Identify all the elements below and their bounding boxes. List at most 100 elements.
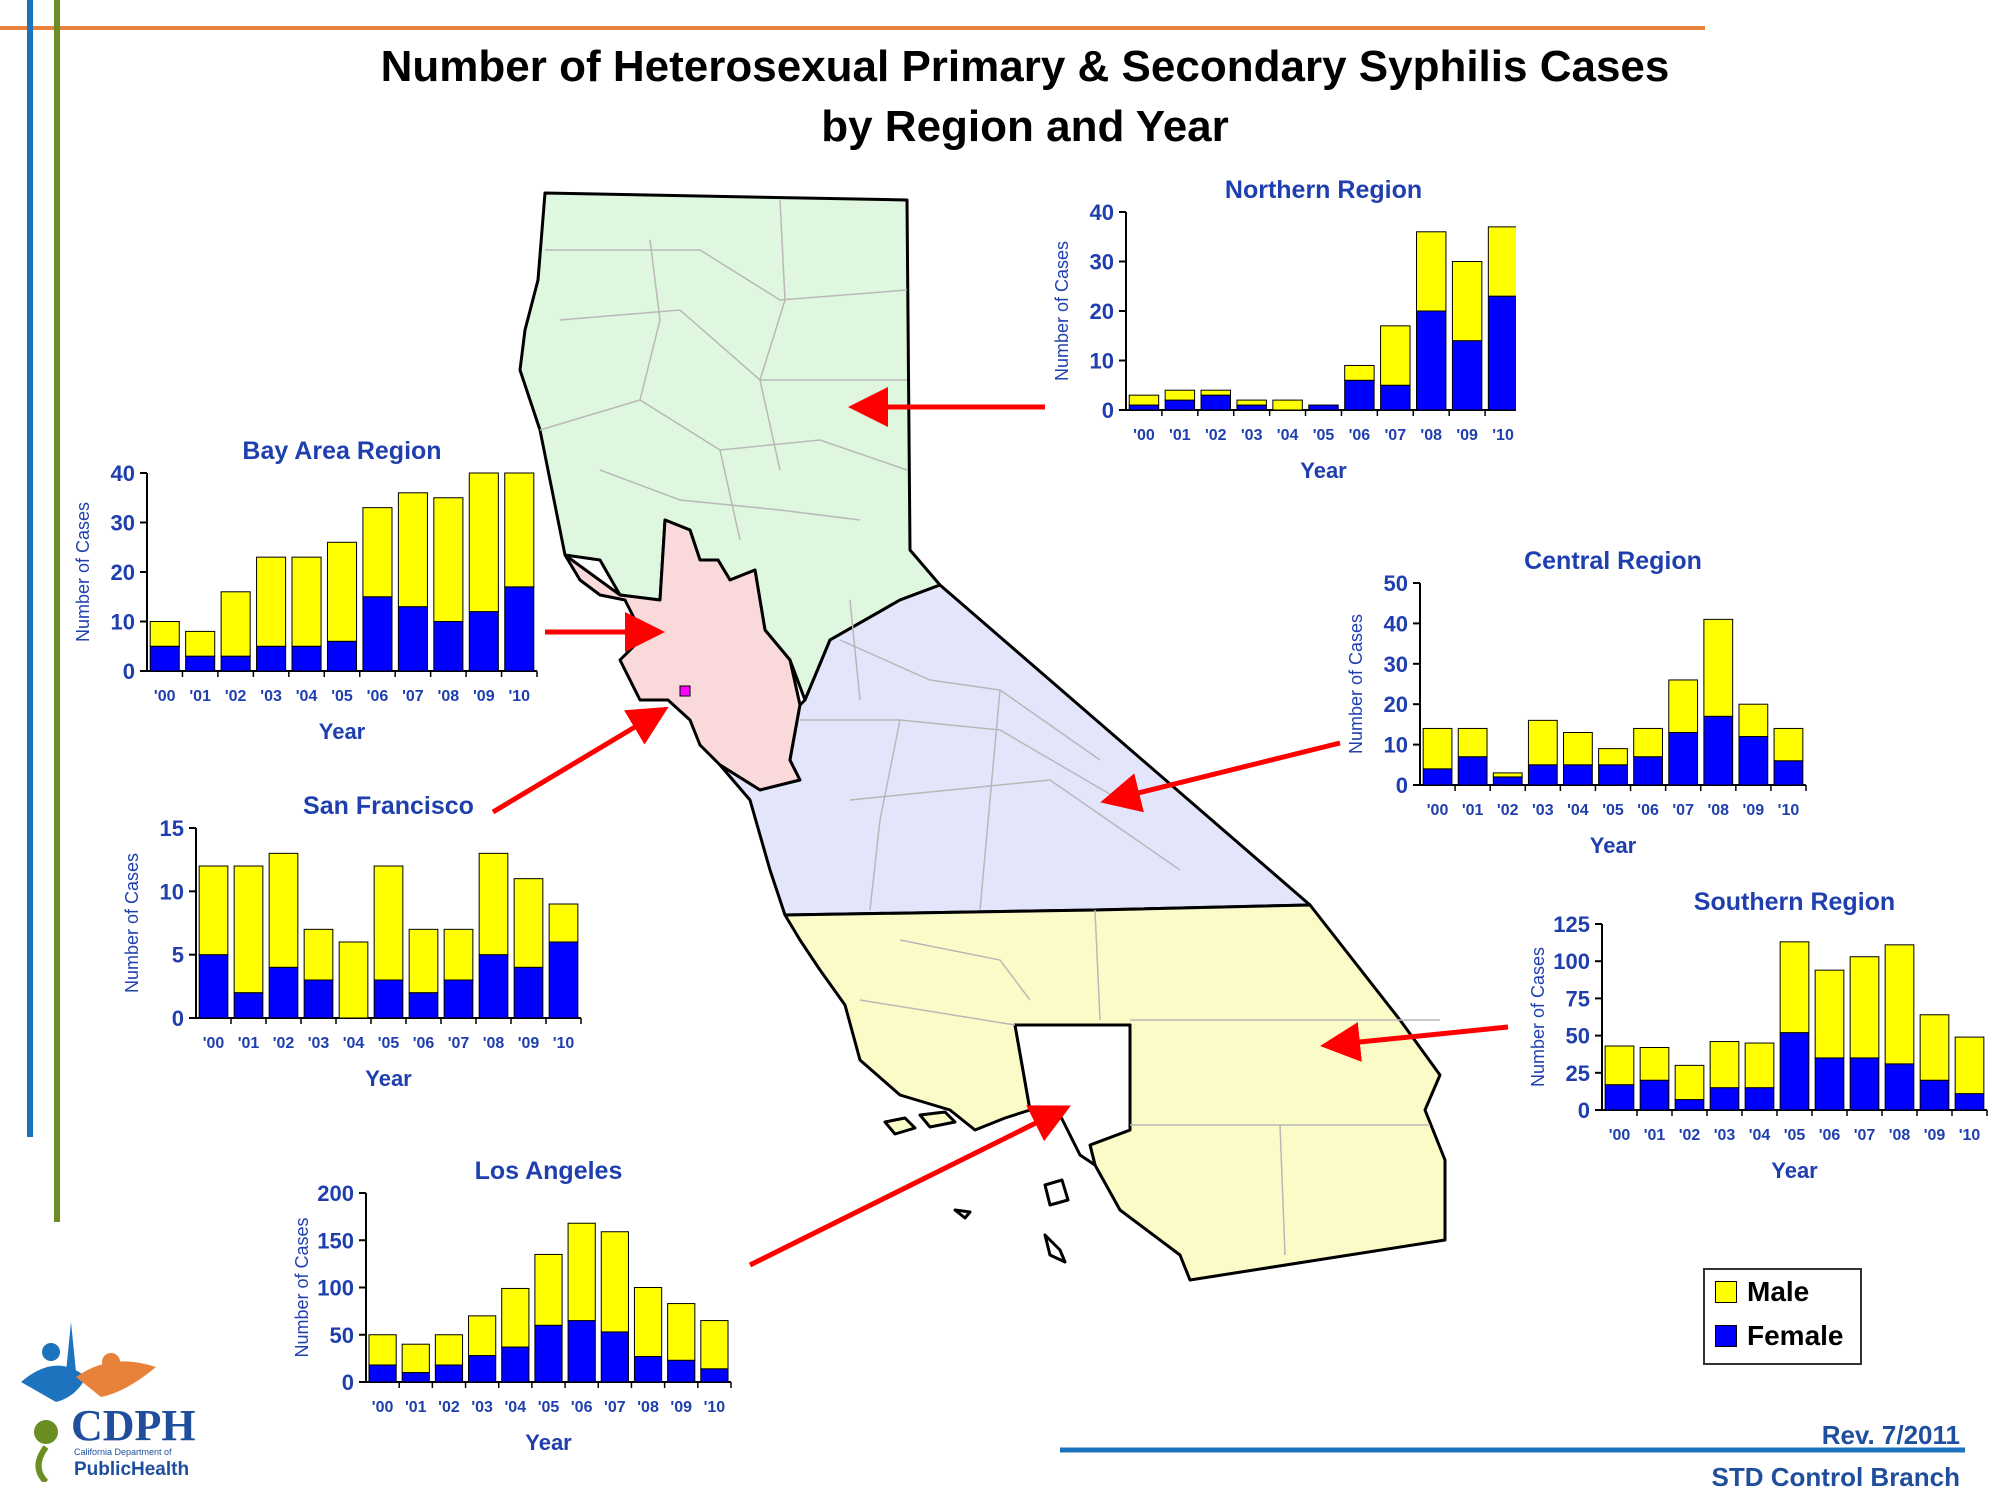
bar-male-northern xyxy=(1451,261,1483,342)
chart-title-la: Los Angeles xyxy=(474,1157,623,1185)
bar-male-bay xyxy=(220,591,251,657)
x-tick-label: '02 xyxy=(273,1035,295,1052)
bar-male-southern xyxy=(1919,1014,1950,1081)
chart-title-sf: San Francisco xyxy=(303,792,474,820)
x-tick-label: '08 xyxy=(1420,427,1442,444)
x-tick-label: '06 xyxy=(1819,1127,1841,1144)
bar-female-bay xyxy=(433,621,464,672)
bar-male-sf xyxy=(303,928,334,981)
branch-name: STD Control Branch xyxy=(1711,1462,1960,1492)
x-tick-label: '03 xyxy=(1714,1127,1736,1144)
x-tick-label: '08 xyxy=(1889,1127,1911,1144)
bar-male-bay xyxy=(256,556,287,647)
x-tick-label: '02 xyxy=(1497,802,1519,819)
bar-male-southern xyxy=(1849,956,1880,1059)
bar-female-central xyxy=(1773,760,1804,786)
bar-male-la xyxy=(700,1320,729,1370)
bar-female-central xyxy=(1668,731,1699,786)
x-tick-label: '06 xyxy=(1349,427,1371,444)
bar-male-bay xyxy=(185,630,216,657)
logo-text-bottom: PublicHealth xyxy=(74,1459,189,1480)
bar-male-northern xyxy=(1344,364,1375,381)
x-tick-label: '01 xyxy=(405,1399,427,1416)
bar-male-bay xyxy=(433,497,464,622)
bar-male-southern xyxy=(1744,1042,1775,1089)
bar-male-la xyxy=(567,1222,596,1322)
title-line-1: Number of Heterosexual Primary & Seconda… xyxy=(380,42,1670,91)
x-tick-label: '09 xyxy=(670,1399,692,1416)
y-tick-label: 0 xyxy=(1578,1098,1590,1123)
bar-male-central xyxy=(1773,727,1804,762)
bar-female-bay xyxy=(397,606,428,672)
x-tick-label: '05 xyxy=(331,688,353,705)
bar-male-la xyxy=(600,1231,629,1333)
x-tick-label: '06 xyxy=(413,1035,435,1052)
bar-female-sf xyxy=(268,966,299,1019)
bar-male-sf xyxy=(408,928,439,994)
bar-male-bay xyxy=(326,541,358,642)
x-tick-label: '03 xyxy=(1532,802,1554,819)
legend-item-female: Female xyxy=(1715,1320,1844,1352)
bar-female-la xyxy=(468,1355,497,1383)
bar-male-sf xyxy=(338,941,369,1019)
bar-male-la xyxy=(401,1343,430,1374)
bar-male-central xyxy=(1422,727,1453,770)
y-tick-label: 10 xyxy=(1384,733,1408,758)
bar-male-sf xyxy=(373,865,404,981)
bar-male-northern xyxy=(1200,389,1231,396)
bar-male-southern xyxy=(1954,1036,1985,1095)
bar-female-northern xyxy=(1164,399,1196,411)
bar-male-southern xyxy=(1884,944,1915,1065)
x-tick-label: '01 xyxy=(1462,802,1484,819)
chart-title-northern: Northern Region xyxy=(1224,176,1423,204)
chart-svg-northern: 0 10 20 30 40 '00 '01 '02 '03 '04 '05 '06 '07 '08 '09 '… xyxy=(1052,200,1516,480)
y-tick-label: 30 xyxy=(1384,652,1408,677)
x-tick-label: '07 xyxy=(1672,802,1694,819)
channel-island-4 xyxy=(1043,1233,1067,1264)
bar-male-northern xyxy=(1164,389,1196,401)
bar-female-sf xyxy=(373,979,404,1019)
x-tick-label: '00 xyxy=(1427,802,1449,819)
y-tick-label: 15 xyxy=(160,816,184,841)
bar-female-central xyxy=(1563,764,1593,786)
bar-male-sf xyxy=(443,928,474,981)
bar-male-central xyxy=(1527,719,1558,766)
x-tick-label: '04 xyxy=(505,1399,527,1416)
bar-male-southern xyxy=(1709,1041,1740,1089)
x-tick-label: '10 xyxy=(704,1399,726,1416)
bar-female-la xyxy=(600,1331,629,1383)
bar-male-bay xyxy=(362,507,393,598)
bar-male-la xyxy=(534,1253,563,1326)
bar-female-sf xyxy=(478,954,509,1019)
bar-female-la xyxy=(368,1364,397,1383)
logo-text-sub: California Department of xyxy=(74,1447,172,1457)
bar-female-southern xyxy=(1744,1087,1775,1111)
bar-female-la xyxy=(534,1324,563,1383)
bar-female-bay xyxy=(185,655,216,672)
x-axis-label: Year xyxy=(319,719,366,744)
x-tick-label: '03 xyxy=(1241,427,1263,444)
bar-male-sf xyxy=(513,878,544,968)
x-axis-label: Year xyxy=(525,1430,572,1455)
x-axis-label: Year xyxy=(365,1066,412,1091)
x-tick-label: '04 xyxy=(296,688,318,705)
x-tick-label: '02 xyxy=(1205,427,1227,444)
bar-female-southern xyxy=(1779,1032,1810,1111)
title-line-2: by Region and Year xyxy=(821,102,1229,151)
channel-island-1 xyxy=(883,1116,917,1136)
y-tick-label: 100 xyxy=(317,1276,354,1301)
x-tick-label: '04 xyxy=(1277,427,1299,444)
bar-female-central xyxy=(1633,756,1663,786)
y-tick-label: 75 xyxy=(1566,986,1590,1011)
chart-northern: Northern Region 0 10 20 30 40 '00 '01 '02 '03 '04 '… xyxy=(1046,176,1516,480)
x-tick-label: '05 xyxy=(538,1399,560,1416)
y-axis-label: Number of Cases xyxy=(1346,614,1366,754)
chart-central: Central Region 0 10 20 30 40 50 '00 '01 '02 '03 '04… xyxy=(1340,538,1820,868)
bar-male-southern xyxy=(1779,941,1810,1034)
bar-female-la xyxy=(667,1359,696,1383)
bar-male-sf xyxy=(233,865,264,994)
bar-male-bay xyxy=(468,472,499,613)
x-tick-label: '09 xyxy=(1456,427,1478,444)
